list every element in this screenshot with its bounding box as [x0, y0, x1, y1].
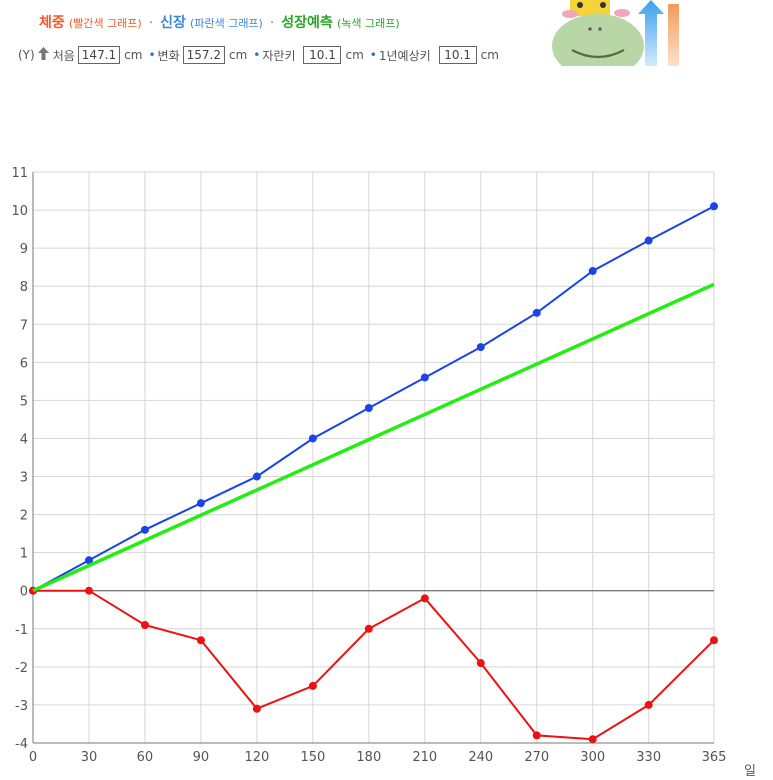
series-point-0	[532, 308, 541, 317]
unit-label: cm	[228, 48, 248, 62]
series-point-1	[84, 586, 93, 595]
y-tick-label: 3	[20, 471, 28, 486]
x-tick-label: 330	[636, 750, 661, 765]
chart-series	[29, 202, 718, 744]
x-tick-label: 270	[524, 750, 549, 765]
unit-label: cm	[124, 48, 143, 62]
x-tick-label: 240	[468, 750, 493, 765]
change-height-field[interactable]: 157.2	[182, 46, 225, 64]
legend: 체중 (빨간색 그래프) · 신장 (파란색 그래프) · 성장예측 (녹색 그…	[39, 12, 400, 32]
y-tick-label: 8	[20, 280, 28, 295]
series-point-0	[644, 236, 653, 245]
y-tick-label: -1	[15, 623, 28, 638]
x-tick-label: 365	[702, 750, 727, 765]
x-tick-label: 120	[244, 750, 269, 765]
y-tick-label: 0	[20, 585, 28, 600]
legend-height-note: (파란색 그래프)	[190, 17, 263, 30]
y-tick-label: -2	[15, 661, 28, 676]
y-tick-label: 2	[20, 509, 28, 524]
series-point-0	[710, 202, 718, 211]
y-tick-label: 11	[11, 166, 28, 181]
series-point-0	[588, 266, 597, 275]
up-arrow-icon	[37, 47, 49, 63]
series-point-0	[308, 434, 317, 443]
y-tick-label: 6	[20, 356, 28, 371]
y-tick-label: 4	[20, 432, 28, 447]
series-point-0	[364, 404, 373, 413]
series-line-2	[32, 282, 715, 593]
series-point-1	[252, 704, 261, 713]
legend-separator: ·	[270, 16, 275, 31]
legend-growth-note: (녹색 그래프)	[336, 17, 400, 30]
series-point-1	[644, 700, 653, 709]
change-label: 변화	[157, 48, 180, 63]
series-point-1	[420, 594, 429, 603]
height-info-bar: (Y) 처음 147.1 cm • 변화 157.2 cm • 자란키 10.1…	[18, 46, 499, 64]
chart-grid	[32, 171, 715, 744]
x-tick-label: 180	[356, 750, 381, 765]
x-tick-label: 30	[81, 750, 98, 765]
cow-mascot-icon	[552, 0, 692, 78]
series-point-0	[420, 373, 429, 382]
series-point-1	[308, 681, 317, 690]
y-tick-label: -4	[15, 737, 28, 752]
year-height-field[interactable]: 10.1	[438, 46, 477, 64]
series-line-1	[33, 589, 715, 741]
x-tick-label: 150	[300, 750, 325, 765]
y-tick-label: 5	[20, 394, 28, 409]
series-point-1	[588, 735, 597, 744]
legend-weight-note: (빨간색 그래프)	[68, 17, 142, 30]
series-point-0	[140, 525, 149, 534]
y-tick-label: 1	[20, 547, 28, 562]
series-point-1	[364, 624, 373, 633]
y-tick-label: 10	[11, 204, 28, 219]
x-tick-label: 60	[137, 750, 154, 765]
legend-weight-title: 체중	[39, 15, 65, 31]
legend-separator: ·	[148, 16, 153, 31]
start-height-field[interactable]: 147.1	[77, 46, 121, 64]
x-tick-label: 210	[412, 750, 437, 765]
series-point-0	[196, 499, 205, 508]
series-point-1	[196, 636, 205, 645]
y-axis-ticks: -4 -3 -2 -1 0 1 2 3 4 5 6 7 8 9 10 11	[11, 166, 28, 752]
series-point-0	[84, 556, 93, 565]
series-point-1	[532, 731, 541, 740]
series-line-0	[32, 205, 715, 592]
series-point-1	[140, 620, 149, 629]
x-tick-label: 300	[580, 750, 605, 765]
start-label: 처음	[52, 48, 75, 63]
y-tick-label: 7	[20, 318, 28, 333]
x-axis-unit-label: 일	[744, 764, 756, 779]
y-label: (Y)	[18, 48, 35, 62]
y-tick-label: -3	[15, 699, 28, 714]
legend-height-title: 신장	[160, 15, 186, 31]
y-tick-label: 9	[20, 242, 28, 257]
x-tick-label: 90	[193, 750, 210, 765]
legend-growth-title: 성장예측	[281, 15, 333, 31]
grown-height-field[interactable]: 10.1	[303, 46, 342, 64]
series-point-1	[476, 659, 485, 668]
year-label: 1년예상키	[378, 48, 431, 63]
x-axis-ticks: 0 30 60 90 120 150 180 210 240 270 300 330 365	[29, 750, 727, 765]
series-point-0	[252, 472, 261, 481]
series-point-1	[710, 636, 718, 645]
unit-label: cm	[480, 48, 499, 62]
unit-label: cm	[345, 48, 364, 62]
series-point-0	[476, 343, 485, 352]
x-tick-label: 0	[29, 750, 37, 765]
grown-label: 자란키	[262, 48, 296, 63]
